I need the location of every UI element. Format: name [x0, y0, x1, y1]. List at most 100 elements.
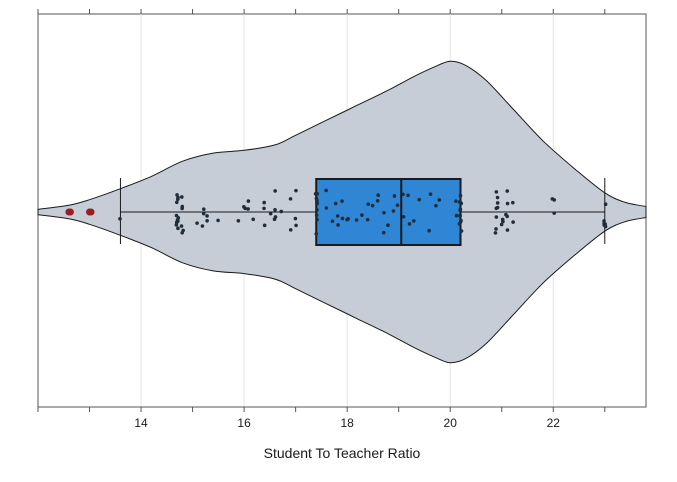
data-point: [246, 207, 250, 211]
x-axis-title: Student To Teacher Ratio: [264, 445, 421, 461]
data-point: [180, 195, 184, 199]
data-point: [360, 213, 364, 217]
data-point: [273, 189, 277, 193]
data-point: [314, 231, 319, 236]
data-point: [340, 199, 344, 203]
data-point: [200, 224, 205, 228]
x-axis: 14 16 18 20 22: [37, 9, 646, 430]
data-point: [602, 219, 606, 223]
data-point: [176, 197, 180, 201]
data-point: [457, 200, 462, 204]
data-point: [293, 216, 298, 221]
data-point: [454, 213, 459, 218]
data-point: [354, 218, 359, 222]
data-point: [401, 214, 406, 219]
data-point: [262, 206, 266, 211]
outlier-points: [65, 208, 95, 216]
data-point: [335, 214, 340, 218]
data-point: [340, 216, 345, 221]
jitter-points: [118, 188, 608, 236]
data-point: [333, 201, 338, 206]
data-point: [370, 203, 375, 208]
data-point: [458, 214, 462, 218]
x-tick-label: 14: [134, 416, 148, 430]
data-point: [314, 213, 319, 217]
data-point: [458, 193, 463, 198]
data-point: [428, 192, 433, 196]
x-tick-label: 20: [444, 416, 458, 430]
data-point: [437, 198, 442, 202]
x-tick-label: 16: [237, 416, 251, 430]
data-point: [366, 202, 371, 206]
data-point: [386, 223, 390, 228]
data-point: [391, 209, 396, 213]
data-point: [411, 219, 416, 223]
data-point: [262, 223, 267, 228]
data-point: [272, 217, 277, 222]
data-point: [175, 193, 179, 197]
data-point: [279, 209, 284, 214]
data-point: [330, 219, 335, 223]
data-point: [406, 193, 410, 198]
data-point: [511, 220, 515, 224]
data-point: [427, 228, 431, 233]
data-point: [499, 222, 504, 227]
outlier-point: [87, 208, 95, 216]
data-point: [376, 193, 380, 198]
data-point: [336, 223, 340, 227]
data-point: [494, 215, 499, 219]
data-point: [236, 218, 241, 223]
data-point: [552, 198, 557, 202]
data-point: [251, 217, 256, 222]
data-point: [365, 217, 370, 222]
data-point: [174, 220, 179, 224]
data-point: [180, 204, 185, 209]
data-point: [552, 211, 556, 215]
data-point: [205, 219, 209, 223]
data-point: [313, 192, 318, 196]
data-point: [175, 200, 179, 205]
data-point: [603, 224, 608, 229]
data-point: [504, 212, 508, 217]
data-point: [494, 190, 499, 194]
data-point: [434, 203, 438, 208]
x-tick-label: 22: [547, 416, 561, 430]
iqr-box: [315, 178, 462, 246]
data-point: [346, 217, 350, 221]
data-point: [201, 207, 206, 211]
data-point: [493, 231, 498, 235]
data-point: [205, 214, 209, 218]
data-point: [294, 223, 298, 228]
data-point: [494, 206, 499, 211]
data-point: [375, 199, 380, 203]
data-point: [382, 210, 386, 215]
data-point: [458, 207, 463, 211]
data-point: [179, 224, 184, 228]
data-point: [246, 199, 251, 203]
x-tick-label: 18: [340, 416, 354, 430]
data-point: [505, 189, 510, 193]
data-point: [294, 188, 298, 193]
data-point: [262, 200, 266, 205]
data-point: [381, 230, 386, 235]
data-point: [195, 221, 199, 225]
data-point: [315, 201, 319, 206]
data-point: [392, 194, 397, 198]
data-point: [494, 227, 498, 231]
data-point: [315, 208, 319, 212]
data-point: [395, 203, 400, 207]
data-point: [511, 200, 515, 205]
data-point: [201, 211, 206, 216]
data-point: [495, 201, 500, 205]
data-point: [324, 206, 329, 210]
data-point: [459, 229, 464, 233]
data-point: [216, 218, 220, 223]
data-point: [459, 218, 463, 223]
data-point: [315, 217, 319, 222]
data-point: [602, 221, 606, 226]
data-point: [324, 188, 328, 193]
data-point: [118, 217, 122, 221]
data-point: [174, 223, 179, 227]
data-point: [454, 199, 458, 203]
